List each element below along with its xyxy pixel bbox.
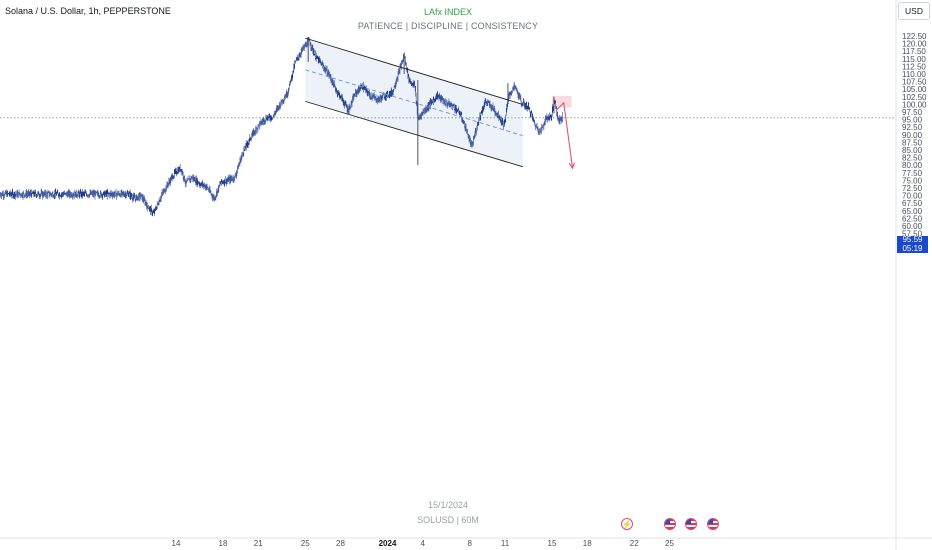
channel-midline <box>305 69 523 137</box>
y-tick-label: 107.50 <box>902 78 927 87</box>
y-tick-label: 90.00 <box>902 131 923 140</box>
y-tick-label: 62.50 <box>902 214 923 223</box>
x-tick-label: 8 <box>468 539 473 548</box>
projection-arrowhead <box>568 162 575 170</box>
y-tick-label: 70.00 <box>902 192 923 201</box>
watermark-date: 15/1/2024 <box>427 500 469 510</box>
y-tick-label: 77.50 <box>902 169 923 178</box>
y-tick-label: 82.50 <box>902 154 923 163</box>
last-price-tag: 95.59 05:19 <box>897 235 928 253</box>
x-tick-label: 25 <box>665 539 674 548</box>
candles <box>0 36 563 217</box>
watermark-motto: PATIENCE | DISCIPLINE | CONSISTENCY <box>357 21 539 31</box>
y-tick-label: 105.00 <box>902 85 927 94</box>
us-flag-icon[interactable] <box>664 518 676 530</box>
x-tick-label: 18 <box>219 539 228 548</box>
y-tick-label: 67.50 <box>902 199 923 208</box>
watermark-symbol: SOLUSD | 60M <box>417 515 479 525</box>
x-tick-label: 2024 <box>379 539 397 548</box>
currency-button[interactable]: USD <box>898 2 930 20</box>
symbol-title: Solana / U.S. Dollar, 1h, PEPPERSTONE <box>5 6 171 16</box>
y-tick-label: 110.00 <box>902 70 926 79</box>
y-tick-label: 115.00 <box>902 55 926 64</box>
y-tick-label: 60.00 <box>902 222 923 231</box>
y-tick-label: 87.50 <box>902 138 923 147</box>
y-tick-label: 75.00 <box>902 176 923 185</box>
y-tick-label: 65.00 <box>902 207 923 216</box>
y-tick-label: 95.00 <box>902 116 923 125</box>
x-tick-label: 22 <box>630 539 639 548</box>
y-tick-label: 102.50 <box>902 93 927 102</box>
y-tick-label: 97.50 <box>902 108 923 117</box>
x-tick-label: 4 <box>421 539 426 548</box>
supply-zone <box>552 95 572 108</box>
x-tick-label: 11 <box>501 539 510 548</box>
y-tick-label: 85.00 <box>902 146 923 155</box>
y-tick-label: 122.50 <box>902 32 927 41</box>
projection-arrow <box>555 101 574 169</box>
watermark-brand: LAfx INDEX <box>423 7 472 17</box>
x-tick-label: 14 <box>172 539 181 548</box>
x-tick-label: 18 <box>583 539 592 548</box>
y-tick-label: 80.00 <box>902 161 923 170</box>
last-price-value: 95.59 <box>902 235 923 244</box>
us-flag-icon[interactable] <box>685 518 697 530</box>
y-tick-label: 112.50 <box>902 62 926 71</box>
channel-lower-line <box>305 100 523 168</box>
y-tick-label: 57.50 <box>902 230 923 239</box>
x-tick-label: 28 <box>336 539 345 548</box>
x-tick-label: 15 <box>548 539 557 548</box>
channel-upper-line <box>305 37 523 105</box>
lightning-icon[interactable]: ⚡ <box>621 518 633 530</box>
us-flag-icon[interactable] <box>707 518 719 530</box>
y-tick-label: 120.00 <box>902 40 927 49</box>
bar-countdown: 05:19 <box>902 243 923 253</box>
x-tick-label: 25 <box>301 539 310 548</box>
y-tick-label: 100.00 <box>902 100 927 109</box>
y-tick-label: 72.50 <box>902 184 923 193</box>
y-tick-label: 117.50 <box>902 47 926 56</box>
y-tick-label: 92.50 <box>902 123 923 132</box>
x-tick-label: 21 <box>254 539 263 548</box>
